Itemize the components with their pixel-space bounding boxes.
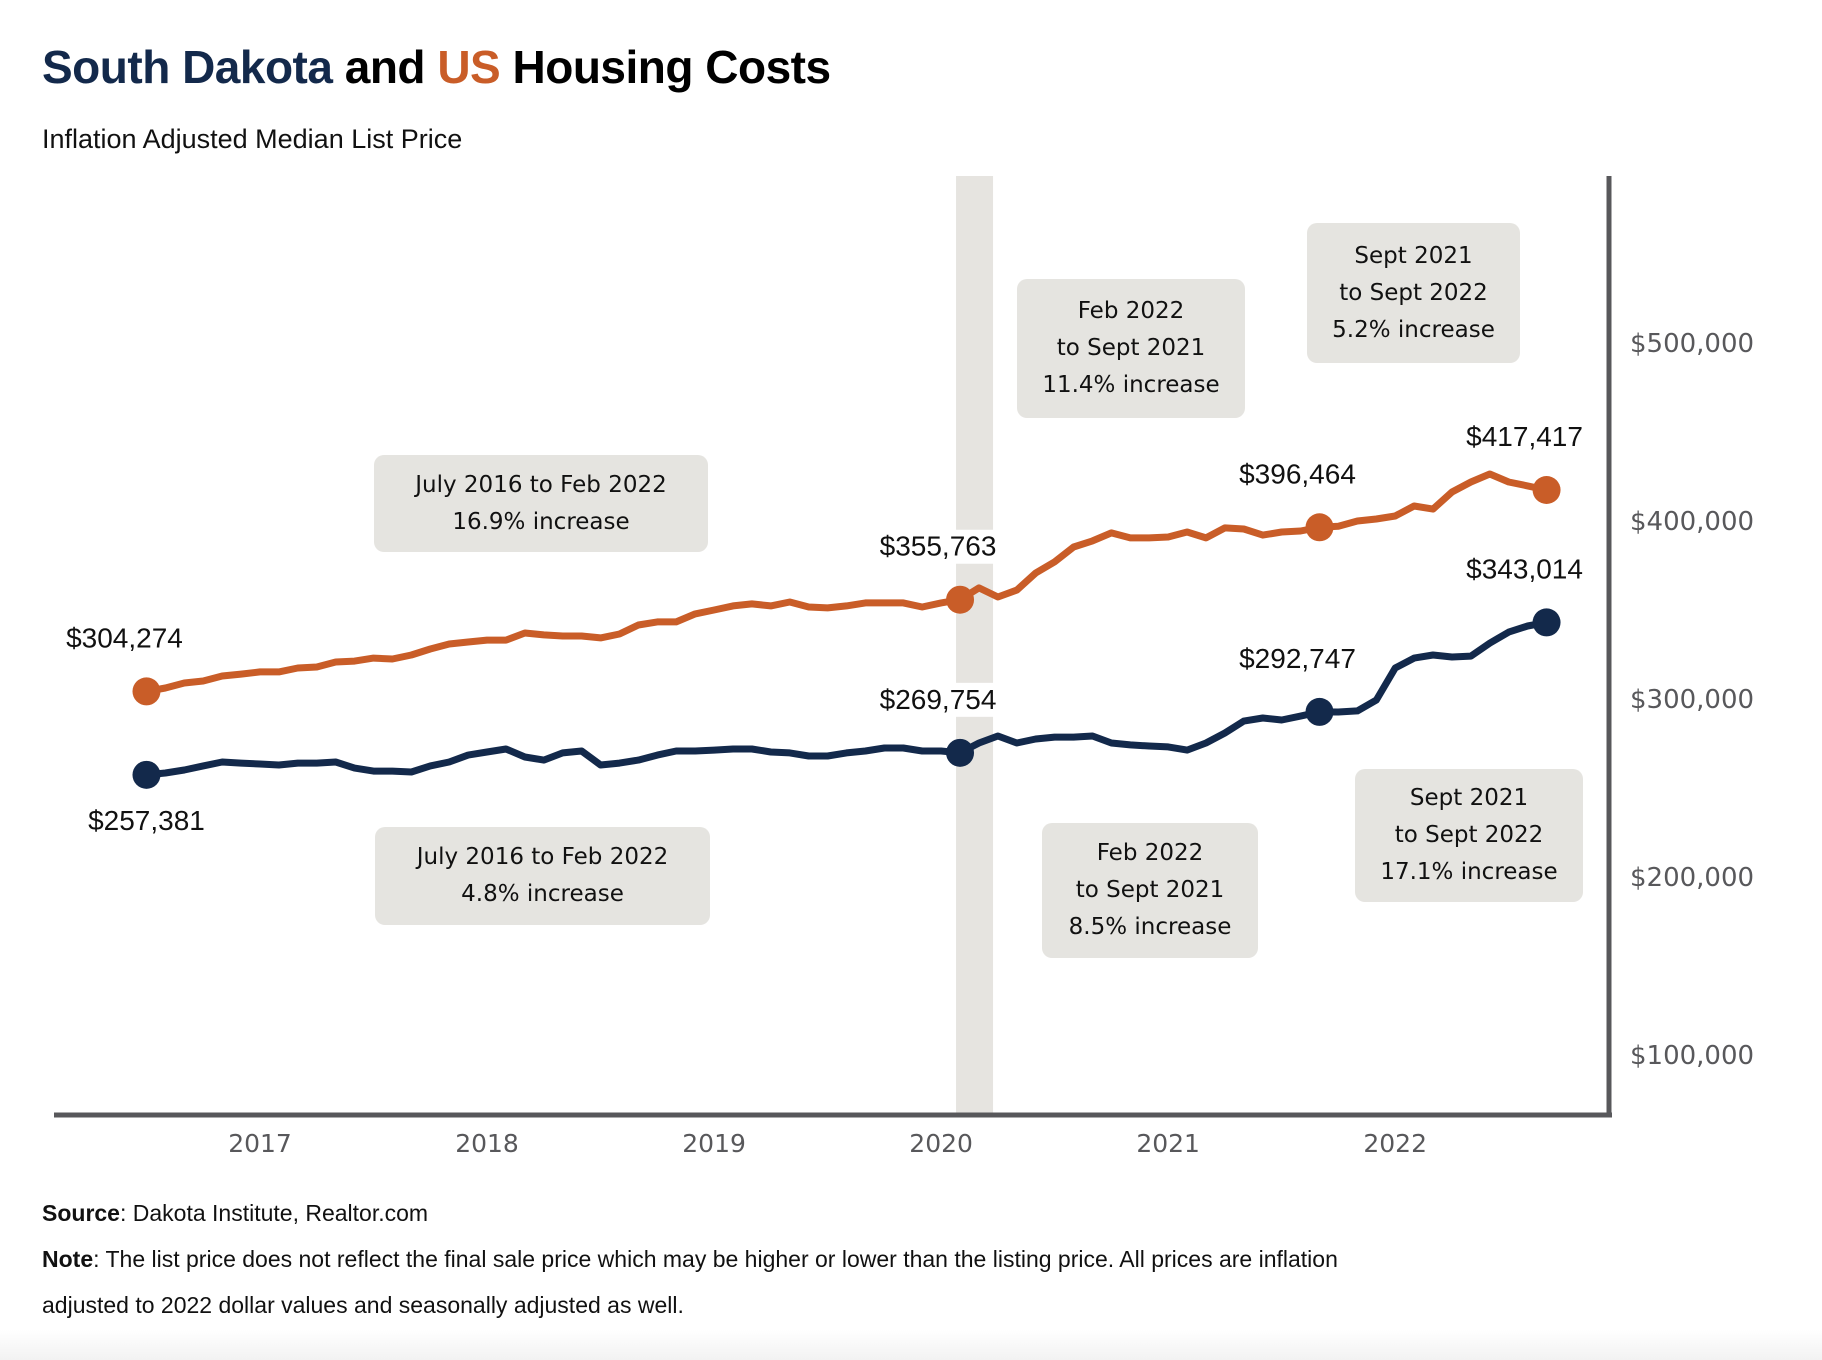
source-text: : Dakota Institute, Realtor.com [119, 1200, 429, 1226]
x-tick-label: 2020 [909, 1129, 973, 1158]
data-label: $396,464 [1239, 458, 1356, 489]
y-tick-label: $400,000 [1630, 507, 1754, 537]
annotation-line: Sept 2021 [1354, 242, 1473, 269]
data-label: $304,274 [66, 622, 183, 653]
data-label: $257,381 [88, 805, 205, 836]
title-us: US [437, 41, 501, 93]
x-tick-label: 2021 [1136, 1129, 1200, 1158]
annotation-line: July 2016 to Feb 2022 [416, 844, 669, 870]
highlight-band-feb-2020 [956, 176, 994, 1115]
annotation-sd-sep21-sep22: Sept 2021 to Sept 2022 17.1% increase [1355, 769, 1583, 902]
annotation-sd-2016-2022: July 2016 to Feb 2022 4.8% increase [375, 827, 710, 925]
bottom-fade [0, 1330, 1822, 1360]
title-south-dakota: South Dakota [42, 41, 333, 93]
data-label: $269,754 [880, 684, 997, 715]
annotation-line: July 2016 to Feb 2022 [415, 471, 667, 498]
annotation-line: 16.9% increase [452, 508, 630, 535]
data-label-background [80, 803, 213, 838]
annotation-us-feb22-sep21: Feb 2022 to Sept 2021 11.4% increase [1017, 279, 1245, 418]
x-tick-labels: 2017 2018 2019 2020 2021 2022 [228, 1129, 1427, 1158]
chart-title: South Dakota and US Housing Costs [42, 40, 831, 94]
annotation-line: Feb 2022 [1096, 840, 1204, 866]
source-label: Source [42, 1200, 120, 1226]
x-tick-label: 2022 [1363, 1129, 1427, 1158]
y-tick-label: $200,000 [1630, 863, 1754, 893]
data-label-background [1231, 641, 1364, 676]
y-tick-label: $500,000 [1630, 329, 1754, 359]
data-point-marker [946, 585, 975, 614]
y-tick-label: $100,000 [1630, 1041, 1754, 1071]
data-label-background [1458, 552, 1591, 587]
x-tick-label: 2017 [228, 1129, 292, 1158]
data-label-background [872, 682, 1005, 717]
annotation-line: 8.5% increase [1068, 914, 1232, 940]
annotation-us-2016-2022: July 2016 to Feb 2022 16.9% increase [374, 455, 708, 552]
annotation-us-sep21-sep22: Sept 2021 to Sept 2022 5.2% increase [1307, 223, 1520, 363]
title-and: and [332, 41, 438, 93]
note-continued: adjusted to 2022 dollar values and seaso… [42, 1292, 684, 1318]
note-text: : The list price does not reflect the fi… [93, 1246, 1338, 1272]
source-note: Source: Dakota Institute, Realtor.com [42, 1200, 428, 1227]
data-label-background [58, 621, 191, 656]
data-label: $292,747 [1239, 643, 1356, 674]
annotation-line: to Sept 2021 [1075, 877, 1225, 903]
data-label-background [1458, 419, 1591, 454]
data-point-marker [132, 760, 161, 789]
title-housing-costs: Housing Costs [500, 41, 831, 93]
annotation-line: Feb 2022 [1077, 298, 1185, 324]
chart-subtitle: Inflation Adjusted Median List Price [42, 124, 463, 154]
annotation-line: 5.2% increase [1332, 316, 1495, 343]
data-label-background [872, 529, 1005, 564]
data-label: $417,417 [1466, 421, 1583, 452]
annotation-line: Sept 2021 [1409, 785, 1529, 811]
data-label: $343,014 [1466, 553, 1583, 584]
data-point-marker [1532, 475, 1561, 504]
y-tick-labels: $100,000 $200,000 $300,000 $400,000 $500,000 [1630, 329, 1754, 1071]
data-point-marker [1305, 513, 1334, 542]
note-label: Note [42, 1246, 94, 1272]
annotation-line: 11.4% increase [1042, 372, 1220, 398]
data-point-marker [132, 677, 161, 706]
data-label: $355,763 [880, 531, 997, 562]
note: Note: The list price does not reflect th… [42, 1246, 1338, 1273]
annotation-line: to Sept 2022 [1394, 822, 1544, 848]
annotation-line: to Sept 2022 [1339, 279, 1488, 306]
x-tick-label: 2019 [682, 1129, 746, 1158]
annotation-line: 17.1% increase [1380, 859, 1558, 885]
data-point-marker [946, 738, 975, 767]
annotation-line: 4.8% increase [461, 881, 624, 907]
data-point-marker [1305, 697, 1334, 726]
data-point-marker [1532, 608, 1561, 637]
y-tick-label: $300,000 [1630, 685, 1754, 715]
annotation-line: to Sept 2021 [1056, 335, 1206, 361]
annotation-sd-feb22-sep21: Feb 2022 to Sept 2021 8.5% increase [1042, 823, 1258, 958]
x-tick-label: 2018 [455, 1129, 519, 1158]
data-label-background [1231, 457, 1364, 492]
